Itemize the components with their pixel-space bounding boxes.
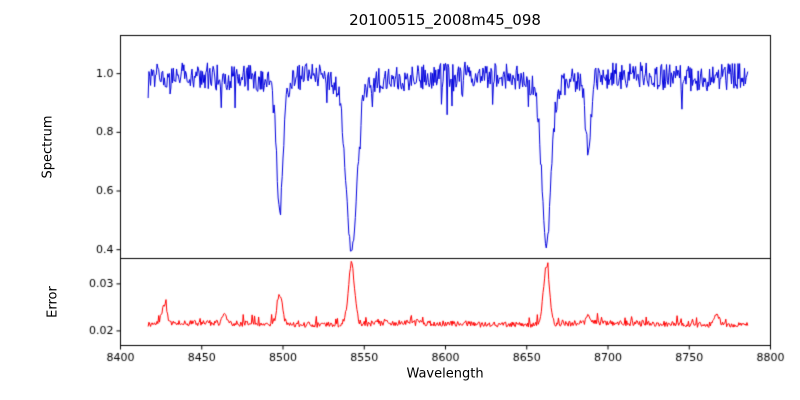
error-y-axis-label: Error — [45, 286, 61, 318]
chart-title: 20100515_2008m45_098 — [349, 11, 541, 29]
x-axis-label: Wavelength — [406, 366, 484, 382]
spectrum-y-axis-label: Spectrum — [40, 115, 56, 179]
